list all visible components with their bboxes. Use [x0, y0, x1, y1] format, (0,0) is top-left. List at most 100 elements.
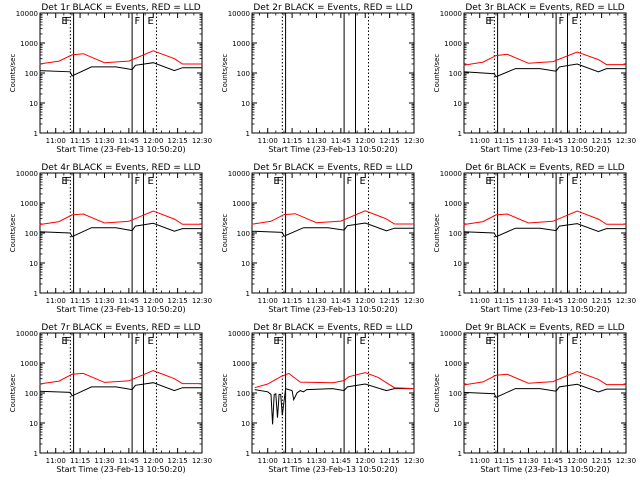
x-tick-label: 11:30 [518, 457, 538, 465]
x-tick-label: 11:45 [119, 297, 139, 305]
x-tick-label: 11:30 [306, 457, 326, 465]
x-tick-label: 11:45 [543, 137, 563, 145]
x-tick-label: 12:15 [380, 137, 400, 145]
events-series-line [39, 222, 202, 238]
x-axis: 11:00 11:15 11:30 11:45 12:00 12:15 12:30 [46, 173, 212, 305]
x-tick-label: 11:00 [258, 297, 278, 305]
x-tick-label: 12:00 [355, 297, 375, 305]
chart-panel-7: Det 7r BLACK = Events, RED = LLD 1 10 100 10… [9, 323, 212, 474]
y-tick-label: 100 [25, 70, 38, 78]
x-tick-label: 11:30 [94, 297, 114, 305]
x-tick-label: 11:15 [70, 457, 90, 465]
x-axis-label: Start Time (23-Feb-13 10:50:20) [56, 465, 185, 474]
event-marker-label: F [134, 336, 140, 347]
y-tick-label: 1000 [20, 200, 38, 208]
y-tick-label: 10000 [228, 330, 250, 338]
y-axis-label: Counts/sec [221, 374, 229, 413]
event-marker-label: E [571, 16, 577, 27]
chart-panel-8: Det 8r BLACK = Events, RED = LLD 1 10 100 10… [221, 323, 424, 474]
event-marker-label: F [134, 16, 140, 27]
event-marker-label: E [571, 176, 577, 187]
y-axis: 1 10 100 1000 10000 [16, 330, 202, 458]
lld-series-line [254, 372, 415, 390]
x-tick-label: 12:15 [380, 457, 400, 465]
x-tick-label: 12:00 [355, 457, 375, 465]
x-tick-label: 12:30 [616, 137, 636, 145]
y-tick-label: 1 [246, 130, 250, 138]
events-series-line [254, 383, 414, 425]
x-tick-label: 12:15 [168, 297, 188, 305]
chart-panel-4: Det 4r BLACK = Events, RED = LLD 1 10 100 10… [9, 163, 212, 314]
x-tick-label: 11:00 [470, 137, 490, 145]
y-tick-label: 10000 [440, 330, 462, 338]
y-tick-label: 100 [25, 230, 38, 238]
x-axis: 11:00 11:15 11:30 11:45 12:00 12:15 12:30 [46, 13, 212, 145]
y-tick-label: 10000 [16, 10, 38, 18]
y-axis: 1 10 100 1000 10000 [440, 10, 626, 138]
lld-series-line [39, 370, 202, 385]
x-axis-label: Start Time (23-Feb-13 10:50:20) [268, 305, 397, 314]
x-axis: 11:00 11:15 11:30 11:45 12:00 12:15 12:30 [470, 173, 636, 305]
x-tick-label: 11:00 [46, 457, 66, 465]
x-tick-label: 11:15 [494, 457, 514, 465]
y-axis-label: Counts/sec [433, 374, 441, 413]
y-tick-label: 1 [246, 450, 250, 458]
event-marker-label: E [273, 176, 279, 187]
lld-series-line [463, 51, 626, 66]
x-tick-label: 11:00 [258, 457, 278, 465]
x-tick-label: 11:45 [331, 457, 351, 465]
y-axis: 1 10 100 1000 10000 [440, 330, 626, 458]
x-tick-label: 11:00 [46, 137, 66, 145]
y-axis-label: Counts/sec [221, 214, 229, 253]
x-tick-label: 11:15 [282, 457, 302, 465]
event-marker-label: E [147, 16, 153, 27]
y-tick-label: 100 [449, 230, 462, 238]
y-axis: 1 10 100 1000 10000 [440, 170, 626, 298]
y-tick-label: 1000 [232, 360, 250, 368]
x-tick-label: 11:30 [306, 297, 326, 305]
x-axis: 11:00 11:15 11:30 11:45 12:00 12:15 12:30 [470, 13, 636, 145]
x-tick-label: 12:30 [192, 297, 212, 305]
y-tick-label: 100 [449, 70, 462, 78]
x-tick-label: 12:00 [143, 137, 163, 145]
event-marker-label: F [65, 16, 71, 27]
x-tick-label: 12:00 [567, 457, 587, 465]
event-marker-label: F [558, 176, 564, 187]
x-axis: 11:00 11:15 11:30 11:45 12:00 12:15 12:30 [470, 333, 636, 465]
chart-title: Det 5r BLACK = Events, RED = LLD [253, 163, 412, 173]
y-tick-label: 10 [29, 100, 38, 108]
x-tick-label: 11:15 [70, 297, 90, 305]
y-tick-label: 1 [458, 130, 462, 138]
x-tick-label: 12:00 [355, 137, 375, 145]
y-axis-label: Counts/sec [9, 214, 17, 253]
event-marker-label: E [147, 176, 153, 187]
chart-panel-5: Det 5r BLACK = Events, RED = LLD 1 10 100 10… [221, 163, 424, 314]
lld-series-line [39, 50, 202, 65]
y-tick-label: 1000 [232, 200, 250, 208]
y-tick-label: 10 [453, 420, 462, 428]
y-axis: 1 10 100 1000 10000 [16, 170, 202, 298]
y-tick-label: 100 [25, 390, 38, 398]
x-axis-label: Start Time (23-Feb-13 10:50:20) [480, 145, 609, 154]
x-tick-label: 12:30 [404, 137, 424, 145]
x-axis: 11:00 11:15 11:30 11:45 12:00 12:15 12:30 [258, 333, 424, 465]
y-tick-label: 100 [237, 390, 250, 398]
x-axis-label: Start Time (23-Feb-13 10:50:20) [56, 305, 185, 314]
events-series-line [463, 383, 626, 398]
x-axis: 11:00 11:15 11:30 11:45 12:00 12:15 12:30 [258, 13, 424, 145]
y-tick-label: 10000 [16, 170, 38, 178]
y-tick-label: 1 [34, 130, 38, 138]
chart-title: Det 1r BLACK = Events, RED = LLD [41, 3, 200, 13]
event-marker-label: F [346, 336, 352, 347]
x-tick-label: 11:45 [543, 457, 563, 465]
chart-title: Det 2r BLACK = Events, RED = LLD [253, 3, 412, 13]
x-tick-label: 11:30 [306, 137, 326, 145]
y-tick-label: 10 [241, 260, 250, 268]
y-tick-label: 1000 [444, 40, 462, 48]
x-tick-label: 11:00 [258, 137, 278, 145]
y-axis: 1 10 100 1000 10000 [228, 330, 414, 458]
event-marker-label: F [65, 176, 71, 187]
y-axis-label: Counts/sec [433, 214, 441, 253]
x-tick-label: 12:15 [168, 137, 188, 145]
y-axis-label: Counts/sec [9, 54, 17, 93]
